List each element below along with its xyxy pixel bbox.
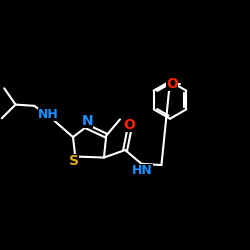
Text: O: O	[124, 118, 136, 132]
Text: O: O	[166, 78, 178, 91]
Text: N: N	[82, 114, 93, 128]
Text: HN: HN	[132, 164, 153, 177]
Text: NH: NH	[38, 108, 59, 120]
Text: S: S	[69, 154, 79, 168]
